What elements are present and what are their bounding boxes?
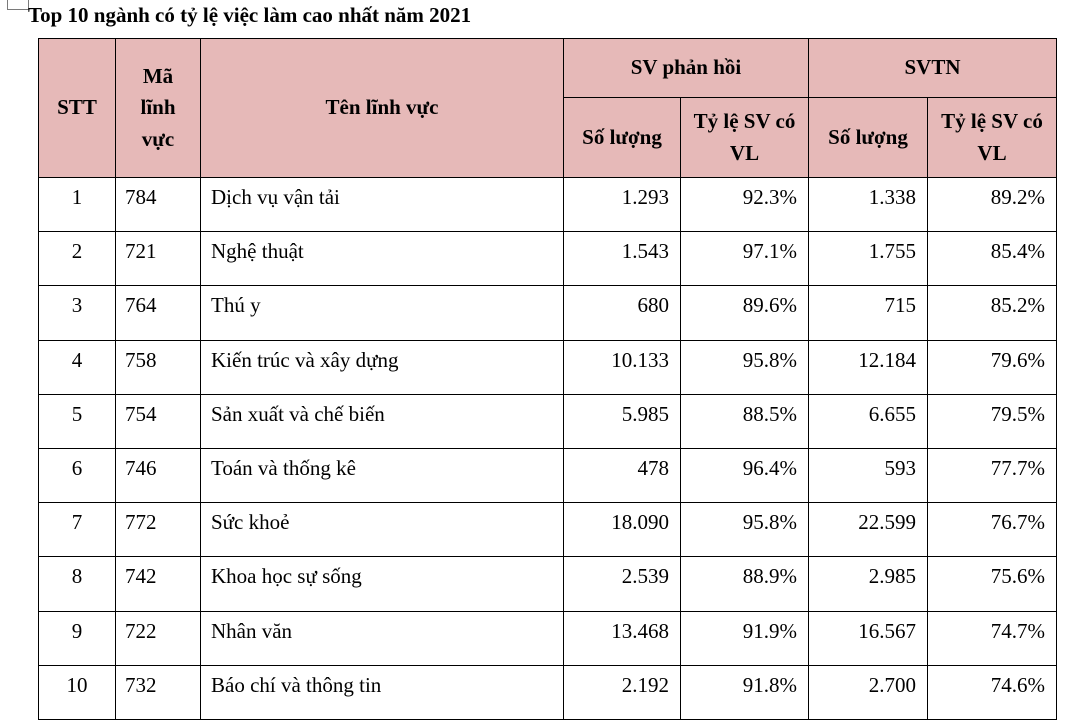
cell-phan-hoi-ty-le-vl: 89.6%	[680, 285, 809, 341]
table-row: 10 732 Báo chí và thông tin 2.192 91.8% 2.700…	[38, 664, 1057, 720]
col-group-sv-phan-hoi: SV phản hồi	[563, 38, 809, 98]
cell-phan-hoi-so-luong: 478	[563, 447, 681, 504]
cell-stt: 5	[38, 393, 116, 449]
cell-ten-linh-vuc: Dịch vụ vận tải	[200, 176, 564, 233]
cell-ten-linh-vuc: Báo chí và thông tin	[200, 664, 564, 720]
cell-stt: 1	[38, 176, 116, 233]
cell-svtn-so-luong: 1.338	[808, 176, 928, 233]
col-header-ty-le-svtn: Tỷ lệ SV có VL	[927, 97, 1057, 178]
cell-phan-hoi-ty-le-vl: 97.1%	[680, 231, 809, 287]
cell-phan-hoi-ty-le-vl: 88.9%	[680, 556, 809, 612]
cell-ma-linh-vuc: 764	[115, 285, 201, 341]
cell-svtn-so-luong: 12.184	[808, 339, 928, 395]
cell-phan-hoi-ty-le-vl: 88.5%	[680, 393, 809, 449]
cell-stt: 3	[38, 285, 116, 341]
cell-ten-linh-vuc: Sản xuất và chế biến	[200, 393, 564, 449]
cell-svtn-ty-le-vl: 85.4%	[927, 231, 1057, 287]
cell-ma-linh-vuc: 742	[115, 556, 201, 612]
cell-phan-hoi-so-luong: 5.985	[563, 393, 681, 449]
table-row: 2 721 Nghệ thuật 1.543 97.1% 1.755 85.4%	[38, 231, 1057, 287]
cell-ten-linh-vuc: Sức khoẻ	[200, 502, 564, 558]
table-body: 1 784 Dịch vụ vận tải 1.293 92.3% 1.338 89.2% 2…	[38, 176, 1057, 720]
col-header-ma-linh-vuc: Mã lĩnh vực	[115, 38, 201, 178]
cell-ma-linh-vuc: 784	[115, 176, 201, 233]
cell-ma-linh-vuc: 722	[115, 610, 201, 666]
cell-stt: 2	[38, 231, 116, 287]
cell-svtn-so-luong: 22.599	[808, 502, 928, 558]
cell-ma-linh-vuc: 746	[115, 447, 201, 504]
cell-phan-hoi-ty-le-vl: 95.8%	[680, 339, 809, 395]
cell-svtn-so-luong: 2.985	[808, 556, 928, 612]
cell-ten-linh-vuc: Nhân văn	[200, 610, 564, 666]
col-header-so-luong-phan-hoi: Số lượng	[563, 97, 681, 178]
table-row: 5 754 Sản xuất và chế biến 5.985 88.5% 6.655 7…	[38, 393, 1057, 449]
cell-stt: 7	[38, 502, 116, 558]
cell-stt: 8	[38, 556, 116, 612]
table-row: 4 758 Kiến trúc và xây dựng 10.133 95.8% 12.1…	[38, 339, 1057, 395]
cell-ma-linh-vuc: 754	[115, 393, 201, 449]
cell-svtn-so-luong: 715	[808, 285, 928, 341]
cell-phan-hoi-so-luong: 2.192	[563, 664, 681, 720]
col-header-stt: STT	[38, 38, 116, 178]
cell-stt: 9	[38, 610, 116, 666]
col-header-ty-le-phan-hoi: Tỷ lệ SV có VL	[680, 97, 809, 178]
cell-phan-hoi-so-luong: 10.133	[563, 339, 681, 395]
header-row-groups: STT Mã lĩnh vực Tên lĩnh vực SV phản hồi…	[38, 38, 1057, 178]
cell-phan-hoi-so-luong: 2.539	[563, 556, 681, 612]
cell-svtn-so-luong: 16.567	[808, 610, 928, 666]
col-header-so-luong-svtn: Số lượng	[808, 97, 928, 178]
cell-phan-hoi-ty-le-vl: 91.9%	[680, 610, 809, 666]
cell-svtn-ty-le-vl: 77.7%	[927, 447, 1057, 504]
cell-svtn-ty-le-vl: 89.2%	[927, 176, 1057, 233]
cell-svtn-ty-le-vl: 74.7%	[927, 610, 1057, 666]
col-header-ten-linh-vuc: Tên lĩnh vực	[200, 38, 564, 178]
cell-svtn-so-luong: 593	[808, 447, 928, 504]
cell-svtn-ty-le-vl: 76.7%	[927, 502, 1057, 558]
cell-svtn-ty-le-vl: 74.6%	[927, 664, 1057, 720]
top10-employment-table: STT Mã lĩnh vực Tên lĩnh vực SV phản hồi…	[38, 38, 1057, 720]
cell-phan-hoi-so-luong: 18.090	[563, 502, 681, 558]
table-row: 6 746 Toán và thống kê 478 96.4% 593 77.7%	[38, 447, 1057, 504]
cell-svtn-ty-le-vl: 85.2%	[927, 285, 1057, 341]
cell-phan-hoi-ty-le-vl: 95.8%	[680, 502, 809, 558]
cell-ma-linh-vuc: 721	[115, 231, 201, 287]
cell-phan-hoi-ty-le-vl: 91.8%	[680, 664, 809, 720]
cell-svtn-so-luong: 6.655	[808, 393, 928, 449]
cell-svtn-ty-le-vl: 75.6%	[927, 556, 1057, 612]
table-row: 3 764 Thú y 680 89.6% 715 85.2%	[38, 285, 1057, 341]
cell-phan-hoi-ty-le-vl: 92.3%	[680, 176, 809, 233]
cell-ten-linh-vuc: Toán và thống kê	[200, 447, 564, 504]
table-row: 7 772 Sức khoẻ 18.090 95.8% 22.599 76.7%	[38, 502, 1057, 558]
cell-ma-linh-vuc: 758	[115, 339, 201, 395]
page-title: Top 10 ngành có tỷ lệ việc làm cao nhất …	[28, 3, 472, 27]
cell-ten-linh-vuc: Nghệ thuật	[200, 231, 564, 287]
table-header: STT Mã lĩnh vực Tên lĩnh vực SV phản hồi…	[38, 38, 1057, 178]
cell-phan-hoi-ty-le-vl: 96.4%	[680, 447, 809, 504]
cell-svtn-so-luong: 2.700	[808, 664, 928, 720]
cell-ten-linh-vuc: Khoa học sự sống	[200, 556, 564, 612]
cell-svtn-ty-le-vl: 79.5%	[927, 393, 1057, 449]
cell-ten-linh-vuc: Thú y	[200, 285, 564, 341]
cell-phan-hoi-so-luong: 13.468	[563, 610, 681, 666]
table-row: 1 784 Dịch vụ vận tải 1.293 92.3% 1.338 89.2%	[38, 176, 1057, 233]
cell-stt: 6	[38, 447, 116, 504]
table-row: 8 742 Khoa học sự sống 2.539 88.9% 2.985 75.6%	[38, 556, 1057, 612]
table-row: 9 722 Nhân văn 13.468 91.9% 16.567 74.7%	[38, 610, 1057, 666]
cell-ma-linh-vuc: 732	[115, 664, 201, 720]
cell-phan-hoi-so-luong: 1.543	[563, 231, 681, 287]
cell-svtn-so-luong: 1.755	[808, 231, 928, 287]
cell-svtn-ty-le-vl: 79.6%	[927, 339, 1057, 395]
col-group-svtn: SVTN	[808, 38, 1057, 98]
cell-ma-linh-vuc: 772	[115, 502, 201, 558]
cell-phan-hoi-so-luong: 680	[563, 285, 681, 341]
cropped-cell-artifact	[7, 0, 29, 10]
cell-stt: 10	[38, 664, 116, 720]
cell-phan-hoi-so-luong: 1.293	[563, 176, 681, 233]
cell-stt: 4	[38, 339, 116, 395]
cell-ten-linh-vuc: Kiến trúc và xây dựng	[200, 339, 564, 395]
header-row-subcolumns: Số lượng Tỷ lệ SV có VL Số lượng Tỷ lệ S…	[39, 97, 1057, 178]
